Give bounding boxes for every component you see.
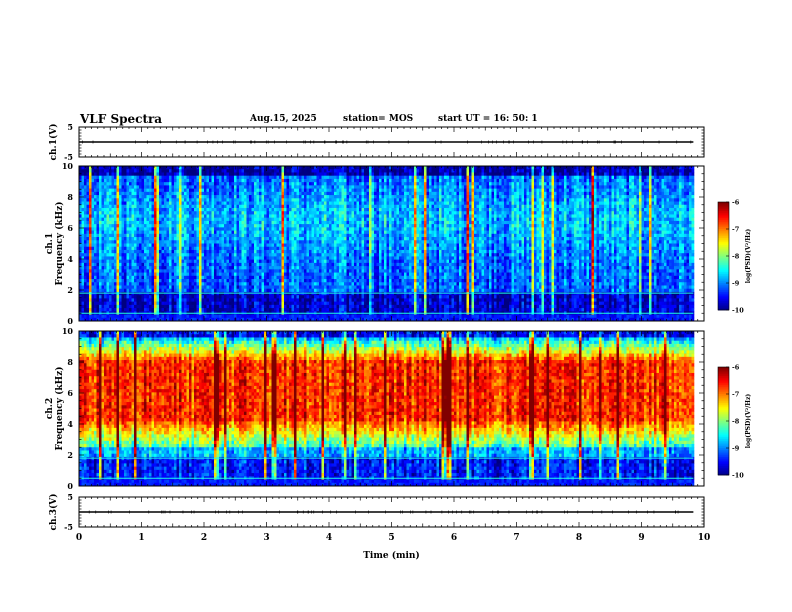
y-tick-label: 6 xyxy=(67,223,73,233)
y-tick-label: 10 xyxy=(62,161,74,171)
figure-title: VLF Spectra xyxy=(80,112,162,126)
y-tick-label: -5 xyxy=(64,152,73,162)
y-tick-label: 8 xyxy=(67,192,73,202)
ch1-spec-x-ticks xyxy=(78,166,705,321)
x-tick-label: 8 xyxy=(576,533,582,543)
ch1-wave-ylabel-line: ch.1(V) xyxy=(48,124,59,161)
x-tick-label: 1 xyxy=(138,533,144,543)
ch1-spec-heatmap xyxy=(79,166,695,322)
ch2-spec-ylabel-line: ch.2 xyxy=(45,398,55,419)
colorbar-tick-label: -8 xyxy=(732,253,740,261)
colorbar-tick-label: -10 xyxy=(732,472,744,480)
x-tick-label: 0 xyxy=(76,533,82,543)
start-ut-label: start UT = 16: 50: 1 xyxy=(438,114,538,124)
ch2-spec-heatmap xyxy=(79,331,695,487)
ch1-wave-trace-noise xyxy=(82,140,692,144)
colorbar-tick-label: -7 xyxy=(732,391,739,399)
ch1-wave-y-ticks xyxy=(79,126,704,158)
y-tick-label: 0 xyxy=(67,481,73,491)
ch2-spec-colorbar-label: log(PSD)(V²/Hz) xyxy=(745,394,752,449)
y-tick-label: 2 xyxy=(67,450,73,460)
x-tick-label: 6 xyxy=(451,533,457,543)
y-tick-label: 5 xyxy=(67,492,73,502)
y-tick-label: 2 xyxy=(67,285,73,295)
x-tick-label: 7 xyxy=(513,533,519,543)
y-tick-label: 4 xyxy=(67,254,73,264)
y-tick-label: 5 xyxy=(67,122,73,132)
colorbar-tick-label: -10 xyxy=(732,307,744,315)
ch1-spec-y-ticks xyxy=(79,165,704,322)
ch2-spec-colorbar-frame xyxy=(717,366,730,476)
ch1-spec-ylabel-line: ch.1 xyxy=(45,233,55,254)
colorbar-tick-label: -9 xyxy=(732,445,740,453)
ch1-spec-colorbar-label: log(PSD)(V²/Hz) xyxy=(745,229,752,284)
x-tick-label: 9 xyxy=(638,533,644,543)
x-tick-label: 2 xyxy=(201,533,207,543)
ch2-spec-x-ticks xyxy=(78,331,705,486)
ch2-spec-ylabel-line: Frequency (kHz) xyxy=(54,366,65,450)
y-tick-label: 6 xyxy=(67,388,73,398)
colorbar-tick-label: -8 xyxy=(732,418,740,426)
observation-date: Aug.15, 2025 xyxy=(250,114,317,124)
y-tick-label: 8 xyxy=(67,357,73,367)
y-tick-label: 0 xyxy=(67,316,73,326)
colorbar-tick-label: -7 xyxy=(732,226,739,234)
x-tick-label: 4 xyxy=(326,533,332,543)
colorbar-tick-label: -6 xyxy=(732,364,740,372)
ch1-spec-colorbar xyxy=(718,201,729,311)
x-tick-label: 5 xyxy=(388,533,394,543)
x-axis-label: Time (min) xyxy=(363,550,420,561)
ch3-wave-trace-noise xyxy=(88,510,679,514)
y-tick-label: 10 xyxy=(62,326,74,336)
y-tick-label: 4 xyxy=(67,419,73,429)
station-label: station= MOS xyxy=(343,114,413,124)
colorbar-tick-label: -6 xyxy=(732,199,740,207)
x-tick-label: 3 xyxy=(263,533,269,543)
ch2-spec-y-ticks xyxy=(79,330,704,487)
y-tick-label: -5 xyxy=(64,522,73,532)
colorbar-tick-label: -9 xyxy=(732,280,740,288)
ch2-spec-colorbar xyxy=(718,366,729,476)
ch3-wave-ylabel-line: ch.3(V) xyxy=(48,494,59,531)
ch3-wave-x-ticks xyxy=(78,497,705,527)
ch1-wave-x-ticks xyxy=(78,127,705,157)
ch1-spec-colorbar-frame xyxy=(717,201,730,311)
ch1-spec-ylabel-line: Frequency (kHz) xyxy=(54,201,65,285)
x-tick-label: 10 xyxy=(698,533,711,543)
